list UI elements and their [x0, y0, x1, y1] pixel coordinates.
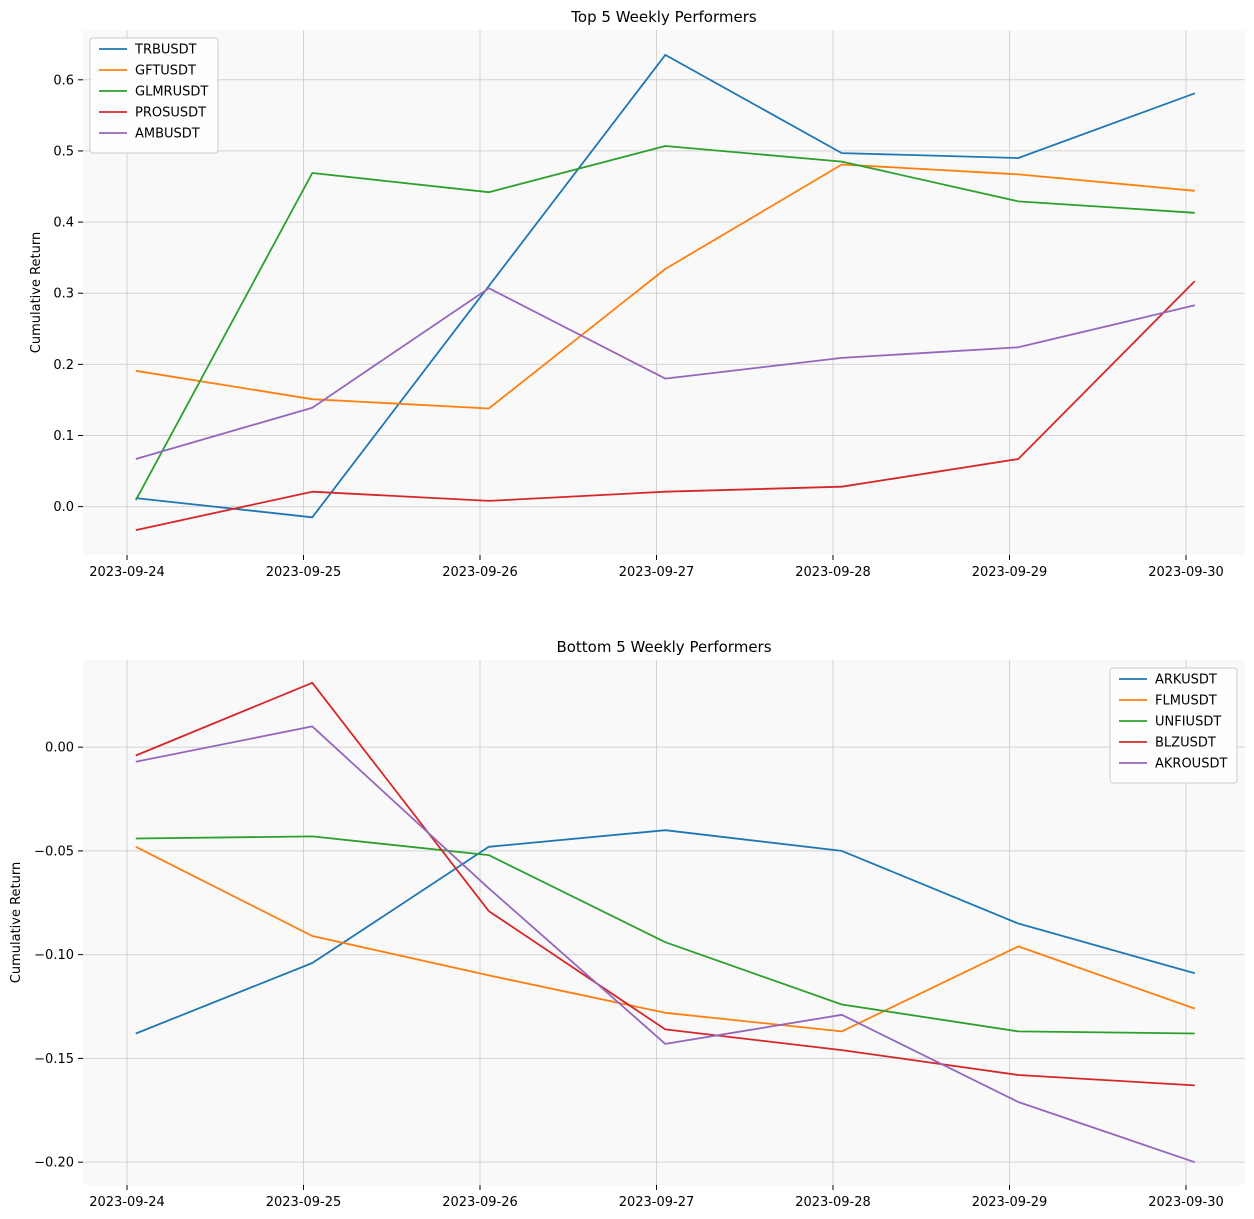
series-line-gftusdt [135, 163, 1195, 410]
x-tick-label: 2023-09-25 [266, 1195, 342, 1210]
y-tick-label: −0.10 [34, 948, 74, 963]
legend-label: BLZUSDT [1155, 736, 1216, 751]
x-tick-label: 2023-09-28 [795, 565, 871, 580]
legend: ARKUSDT FLMUSDT UNFIUSDT BLZUSDT AKROUSDT [1109, 667, 1238, 784]
legend-label: GFTUSDT [135, 64, 196, 79]
series-line-unfiusdt [135, 835, 1195, 1035]
x-tick-label: 2023-09-30 [1148, 1195, 1224, 1210]
top-performers-chart: 2023-09-24 2023-09-25 2023-09-26 2023-09-27… [29, 8, 1245, 580]
x-tick-label: 2023-09-24 [89, 1195, 165, 1210]
series-line-blzusdt [135, 681, 1195, 1087]
y-tick-label: −0.15 [34, 1052, 74, 1067]
series-line-arkusdt [135, 829, 1196, 1035]
y-axis-label: Cumulative Return [29, 232, 44, 353]
y-tick-label: −0.05 [34, 844, 74, 859]
y-axis-label: Cumulative Return [9, 862, 24, 983]
y-tick-label: 0.6 [53, 73, 74, 88]
x-tick-label: 2023-09-29 [972, 1195, 1048, 1210]
chart-title: Bottom 5 Weekly Performers [556, 638, 771, 656]
legend-label: TRBUSDT [134, 43, 197, 58]
x-tick-label: 2023-09-25 [266, 565, 342, 580]
legend-label: UNFIUSDT [1155, 715, 1221, 730]
series-line-prosusdt [135, 280, 1196, 531]
series-line-ambusdt [135, 287, 1196, 460]
y-tick-label: 0.00 [45, 741, 74, 756]
y-tick-label: 0.0 [53, 500, 74, 515]
legend-label: PROSUSDT [135, 106, 206, 121]
x-tick-label: 2023-09-30 [1148, 565, 1224, 580]
x-tick-label: 2023-09-28 [795, 1195, 871, 1210]
legend-label: ARKUSDT [1155, 673, 1217, 688]
plot-area [83, 660, 1245, 1185]
y-tick-label: 0.3 [53, 287, 74, 302]
legend-box [1109, 667, 1238, 784]
legend-label: AKROUSDT [1155, 757, 1227, 772]
series-line-flmusdt [135, 845, 1196, 1033]
x-tick-label: 2023-09-29 [972, 565, 1048, 580]
x-tick-label: 2023-09-26 [442, 565, 518, 580]
plot-area [83, 30, 1245, 555]
chart-title: Top 5 Weekly Performers [570, 8, 757, 26]
y-tick-label: −0.20 [34, 1156, 74, 1171]
x-tick-label: 2023-09-26 [442, 1195, 518, 1210]
y-tick-label: 0.2 [53, 358, 74, 373]
series-line-trbusdt [135, 54, 1196, 519]
x-tick-label: 2023-09-27 [619, 565, 695, 580]
y-tick-label: 0.4 [53, 216, 74, 231]
legend-label: GLMRUSDT [135, 85, 208, 100]
legend-label: FLMUSDT [1155, 694, 1217, 709]
legend: TRBUSDT GFTUSDT GLMRUSDT PROSUSDT AMBUSDT [89, 37, 219, 154]
y-tick-label: 0.1 [53, 429, 74, 444]
legend-label: AMBUSDT [135, 127, 200, 142]
series-line-glmrusdt [135, 145, 1195, 501]
x-tick-label: 2023-09-27 [619, 1195, 695, 1210]
legend-box [89, 37, 219, 154]
x-tick-label: 2023-09-24 [89, 565, 165, 580]
y-tick-label: 0.5 [53, 144, 74, 159]
series-line-akrousdt [135, 725, 1196, 1164]
bottom-performers-chart: 2023-09-24 2023-09-25 2023-09-26 2023-09-27… [9, 638, 1245, 1210]
